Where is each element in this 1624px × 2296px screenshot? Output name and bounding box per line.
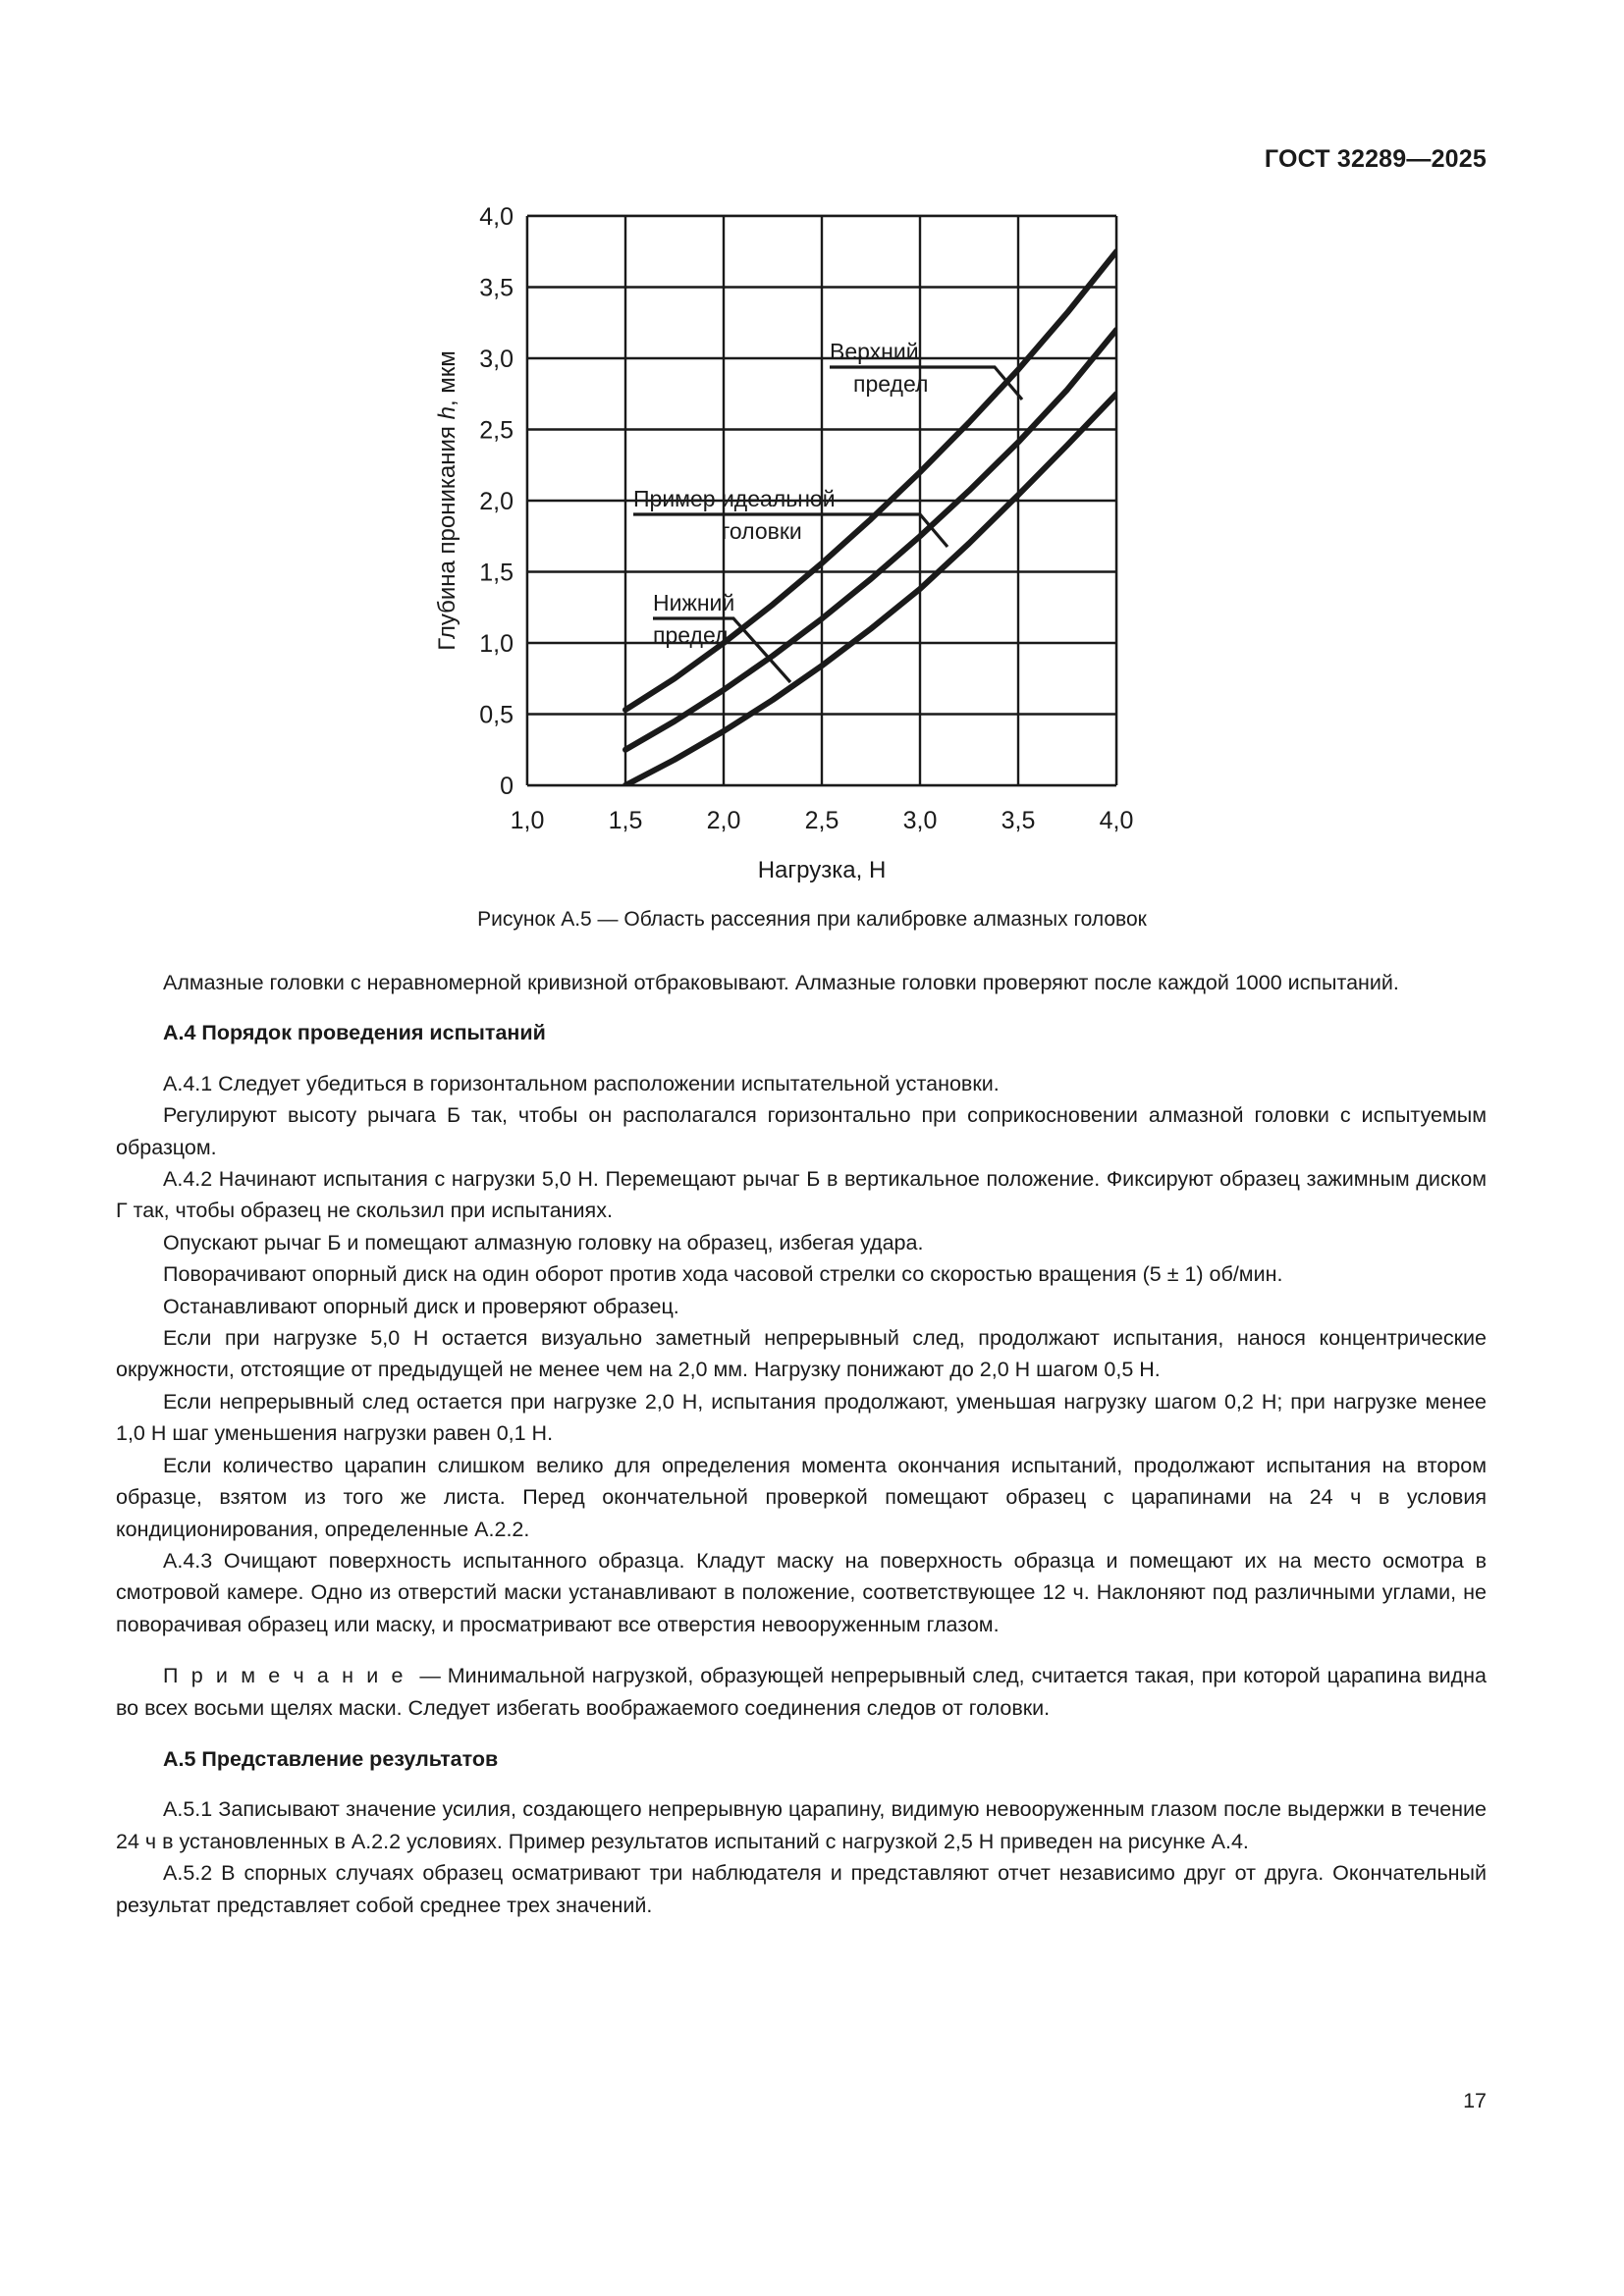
label-ideal-head-line1: Пример идеальной bbox=[633, 486, 836, 511]
paragraph-a42d: Останавливают опорный диск и проверяют о… bbox=[163, 1294, 679, 1318]
figure-a5: Верхний предел Пример идеальной головки … bbox=[409, 196, 1215, 942]
label-lower-limit-line2: предел bbox=[653, 622, 728, 648]
y-tick-0-5: 0,5 bbox=[479, 702, 514, 729]
paragraph-a42b: Опускают рычаг Б и помещают алмазную гол… bbox=[163, 1230, 924, 1255]
y-tick-2-5: 2,5 bbox=[479, 417, 514, 445]
paragraph-a42: А.4.2 Начинают испытания с нагрузки 5,0 … bbox=[116, 1167, 1487, 1223]
y-tick-3-5: 3,5 bbox=[479, 275, 514, 302]
y-tick-3-0: 3,0 bbox=[479, 346, 514, 373]
paragraph-a42f: Если непрерывный след остается при нагру… bbox=[116, 1389, 1487, 1446]
page-header-standard-number: ГОСТ 32289—2025 bbox=[1264, 145, 1487, 173]
page-number: 17 bbox=[1463, 2089, 1487, 2112]
y-tick-1-0: 1,0 bbox=[479, 630, 514, 658]
x-tick-2-5: 2,5 bbox=[805, 807, 839, 834]
paragraph-a51: А.5.1 Записывают значение усилия, создаю… bbox=[116, 1797, 1487, 1853]
note-text: — Минимальной нагрузкой, образующей непр… bbox=[116, 1664, 1488, 1720]
x-tick-3-5: 3,5 bbox=[1001, 807, 1036, 834]
x-axis-title: Нагрузка, Н bbox=[758, 857, 887, 883]
paragraph-a42c: Поворачивают опорный диск на один оборот… bbox=[163, 1262, 1283, 1287]
y-tick-0: 0 bbox=[500, 773, 514, 800]
note-spacer bbox=[406, 1664, 420, 1687]
y-tick-2-0: 2,0 bbox=[479, 488, 514, 515]
y-axis-title-symbol: h bbox=[434, 406, 460, 419]
x-tick-1-0: 1,0 bbox=[511, 807, 545, 834]
y-axis-ticklabels: 4,0 3,5 3,0 2,5 2,0 1,5 1,0 0,5 0 bbox=[479, 203, 514, 800]
series-lower-limit bbox=[623, 391, 1116, 785]
figure-caption: Рисунок А.5 — Область рассеяния при кали… bbox=[477, 908, 1147, 931]
annotation-labels: Верхний предел Пример идеальной головки … bbox=[633, 339, 928, 648]
body-content: Алмазные головки с неравномерной кривизн… bbox=[116, 967, 1487, 1921]
paragraph-a41b: Регулируют высоту рычага Б так, чтобы он… bbox=[116, 1103, 1487, 1159]
chart-series-group bbox=[623, 248, 1116, 785]
x-axis-ticklabels: 1,0 1,5 2,0 2,5 3,0 3,5 4,0 bbox=[511, 807, 1134, 834]
paragraph-a42g: Если количество царапин слишком велико д… bbox=[116, 1453, 1487, 1541]
label-upper-limit-line1: Верхний bbox=[830, 339, 919, 364]
y-tick-1-5: 1,5 bbox=[479, 560, 514, 587]
x-tick-1-5: 1,5 bbox=[609, 807, 643, 834]
paragraph-a52: А.5.2 В спорных случаях образец осматрив… bbox=[116, 1861, 1487, 1917]
note-label: П р и м е ч а н и е bbox=[163, 1664, 406, 1688]
y-axis-title-pre: Глубина проникания bbox=[434, 419, 460, 650]
annotation-leaders bbox=[633, 365, 1024, 684]
leader-lower-limit bbox=[653, 616, 792, 684]
x-tick-3-0: 3,0 bbox=[903, 807, 938, 834]
y-tick-4-0: 4,0 bbox=[479, 203, 514, 231]
x-tick-2-0: 2,0 bbox=[707, 807, 741, 834]
y-axis-title: Глубина проникания h, мкм bbox=[434, 350, 460, 651]
series-ideal-head bbox=[623, 327, 1116, 753]
y-axis-title-post: , мкм bbox=[434, 350, 460, 406]
figure-container: Верхний предел Пример идеальной головки … bbox=[0, 196, 1624, 942]
leader-ideal-head bbox=[633, 512, 949, 549]
label-upper-limit-line2: предел bbox=[853, 371, 928, 397]
x-tick-4-0: 4,0 bbox=[1100, 807, 1134, 834]
paragraph-a41: А.4.1 Следует убедиться в горизонтальном… bbox=[163, 1071, 1000, 1095]
scatter-band-chart: Верхний предел Пример идеальной головки … bbox=[434, 203, 1134, 883]
chart-gridlines-top bbox=[525, 214, 1118, 787]
heading-a5: А.5 Представление результатов bbox=[163, 1746, 499, 1771]
paragraph-note: П р и м е ч а н и е — Минимальной нагруз… bbox=[116, 1660, 1487, 1724]
paragraph-intro: Алмазные головки с неравномерной кривизн… bbox=[163, 971, 1399, 994]
paragraph-a42e: Если при нагрузке 5,0 Н остается визуаль… bbox=[116, 1326, 1487, 1382]
paragraph-a43: А.4.3 Очищают поверхность испытанного об… bbox=[116, 1548, 1487, 1636]
heading-a4: А.4 Порядок проведения испытаний bbox=[163, 1021, 546, 1045]
label-ideal-head-line2: головки bbox=[722, 518, 802, 544]
label-lower-limit-line1: Нижний bbox=[653, 590, 734, 615]
leader-upper-limit bbox=[830, 365, 1024, 401]
series-upper-limit bbox=[623, 248, 1116, 714]
